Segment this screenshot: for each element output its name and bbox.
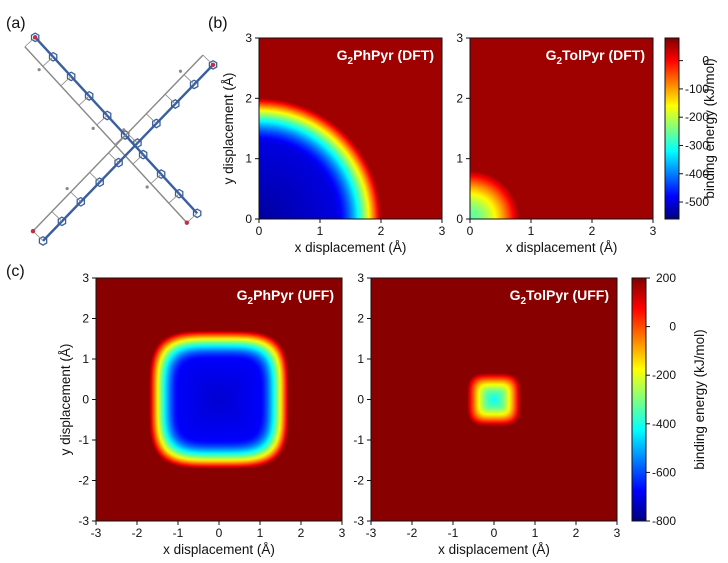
x-tick-label: 0	[256, 224, 263, 238]
y-tick-label: 1	[82, 352, 89, 366]
x-tick-label: 2	[573, 526, 580, 540]
colorbar-tick-label: -500	[685, 195, 709, 209]
y-tick-label: 3	[357, 271, 364, 285]
plot-frame	[469, 37, 654, 220]
x-tick-label: 1	[257, 526, 264, 540]
x-tick-label: 3	[339, 526, 346, 540]
heatmap-b-right: 0 1 2 3 0 1 2 3 x displacement (Å) G2TolPyr (DFT)	[456, 31, 656, 255]
molecule-structure	[24, 32, 218, 246]
x-tick-label: 0	[467, 224, 474, 238]
heatmap-c-left: -3 -2 -1 0 1 2 3 -3 -2 -1 0 1 2 3 x displacement (Å) y …	[58, 271, 346, 557]
y-tick-label: 2	[82, 312, 89, 326]
colorbar-label: binding energy (kJ/mol)	[692, 329, 707, 469]
heatmap-raster	[470, 38, 653, 219]
y-tick-label: 3	[456, 31, 463, 45]
x-tick-label: -1	[173, 526, 184, 540]
x-axis-label: x displacement (Å)	[163, 542, 275, 557]
heatmap-raster	[96, 278, 342, 521]
colorbar-tick-label: 200	[656, 271, 676, 285]
panel-label-a: (a)	[6, 15, 26, 32]
colorbar-tick-label: 0	[702, 54, 709, 68]
colorbar-gradient	[664, 37, 680, 220]
y-tick-label: -3	[78, 514, 89, 528]
y-tick-label: 3	[245, 31, 252, 45]
y-tick-label: -1	[353, 433, 364, 447]
colorbar-tick-label: -100	[685, 82, 709, 96]
x-tick-label: 0	[491, 526, 498, 540]
x-axis-label: x displacement (Å)	[506, 240, 618, 255]
y-tick-label: 0	[357, 393, 364, 407]
y-tick-label: -3	[353, 514, 364, 528]
x-tick-label: 1	[317, 224, 324, 238]
y-tick-label: 2	[245, 91, 252, 105]
y-tick-label: 0	[456, 212, 463, 226]
colorbar-tick-label: -400	[652, 417, 676, 431]
x-tick-label: 3	[439, 224, 446, 238]
x-tick-label: 2	[298, 526, 305, 540]
x-tick-label: -3	[91, 526, 102, 540]
y-tick-label: 2	[456, 91, 463, 105]
panel-label-b: (b)	[208, 15, 228, 32]
x-tick-label: -2	[132, 526, 143, 540]
y-tick-label: 1	[245, 152, 252, 166]
heatmap-c-right: -3 -2 -1 0 1 2 3 -3 -2 -1 0 1 2 3 x displacement (Å) G2…	[353, 271, 620, 557]
colorbar-tick-label: -800	[652, 514, 676, 528]
molecule-arm-2	[30, 54, 218, 246]
colorbar-tick-label: 0	[669, 320, 676, 334]
heatmap-b-left: 0 1 2 3 0 1 2 3 x displacement (Å) y displacement…	[221, 31, 446, 255]
y-tick-label: -2	[78, 474, 89, 488]
x-axis-label: x displacement (Å)	[438, 542, 550, 557]
x-tick-label: 2	[589, 224, 596, 238]
x-tick-label: -3	[366, 526, 377, 540]
x-tick-label: 2	[378, 224, 385, 238]
c-colorbar: 200 0 -200 -400 -600 -800 binding energy (kJ/m…	[631, 271, 707, 528]
plot-title: G2TolPyr (DFT)	[546, 47, 645, 67]
y-tick-label: -2	[353, 474, 364, 488]
y-tick-label: 3	[82, 271, 89, 285]
x-tick-label: 1	[528, 224, 535, 238]
x-tick-label: 0	[216, 526, 223, 540]
plot-title: G2TolPyr (UFF)	[510, 287, 609, 307]
x-axis-label: x displacement (Å)	[295, 240, 407, 255]
colorbar-tick-label: -400	[685, 167, 709, 181]
y-tick-label: 2	[357, 312, 364, 326]
plot-frame	[258, 37, 443, 220]
y-axis-label: y displacement (Å)	[58, 344, 73, 456]
y-tick-label: 0	[82, 393, 89, 407]
y-tick-label: -1	[78, 433, 89, 447]
colorbar-label: binding energy (kJ/mol)	[702, 58, 717, 198]
molecule-arm-1	[24, 32, 202, 225]
colorbar-tick-label: -200	[685, 110, 709, 124]
colorbar-gradient	[631, 277, 647, 522]
x-tick-label: 1	[532, 526, 539, 540]
heatmap-raster	[259, 38, 442, 219]
x-tick-label: 3	[614, 526, 621, 540]
x-tick-label: 3	[650, 224, 657, 238]
y-axis-label: y displacement (Å)	[221, 73, 236, 185]
colorbar-tick-label: -300	[685, 138, 709, 152]
plot-title: G2PhPyr (UFF)	[237, 287, 334, 307]
plot-title: G2PhPyr (DFT)	[337, 47, 434, 67]
panel-label-c: (c)	[6, 263, 25, 280]
x-tick-label: -1	[448, 526, 459, 540]
x-tick-label: -2	[407, 526, 418, 540]
y-tick-label: 0	[245, 212, 252, 226]
heatmap-raster	[371, 278, 617, 521]
y-tick-label: 1	[456, 152, 463, 166]
y-tick-label: 1	[357, 352, 364, 366]
colorbar-tick-label: -200	[652, 368, 676, 382]
colorbar-tick-label: -600	[652, 465, 676, 479]
